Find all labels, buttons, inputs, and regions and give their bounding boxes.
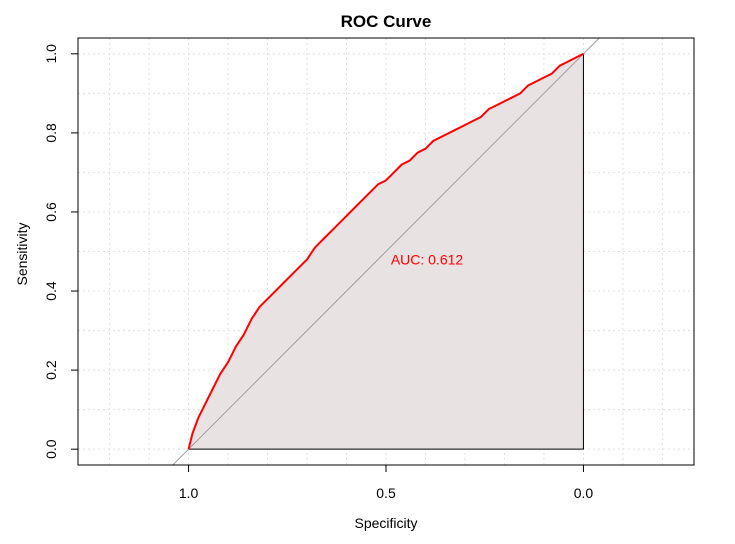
- roc-curve-line: [187, 52, 584, 450]
- y-tick-label: 0.8: [43, 123, 59, 143]
- y-axis: 0.0 0.2 0.4 0.6 0.8 1.0: [43, 44, 78, 459]
- x-tick-label: 1.0: [179, 485, 199, 501]
- x-axis: 1.0 0.5 0.0: [179, 465, 594, 501]
- y-tick-label: 0.0: [43, 439, 59, 459]
- x-tick-label: 0.0: [574, 485, 594, 501]
- x-axis-label: Specificity: [354, 515, 417, 531]
- y-tick-label: 1.0: [43, 44, 59, 64]
- y-axis-label: Sensitivity: [14, 222, 30, 285]
- y-tick-label: 0.4: [43, 281, 59, 301]
- chart-title: ROC Curve: [341, 12, 432, 31]
- chance-diagonal-line: [172, 37, 600, 466]
- x-tick-label: 0.5: [376, 485, 396, 501]
- auc-annotation: AUC: 0.612: [391, 251, 464, 267]
- y-tick-label: 0.2: [43, 360, 59, 380]
- y-tick-label: 0.6: [43, 202, 59, 222]
